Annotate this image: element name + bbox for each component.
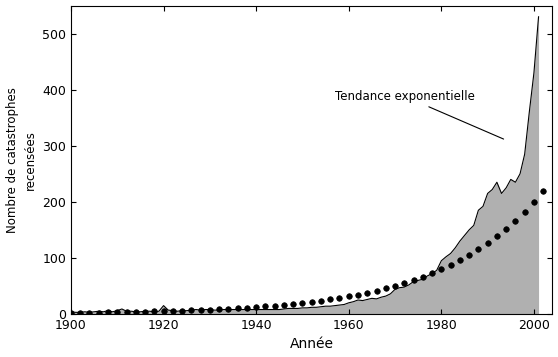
Text: Tendance exponentielle: Tendance exponentielle (335, 90, 504, 139)
Y-axis label: Nombre de catastrophes
recensées: Nombre de catastrophes recensées (6, 87, 37, 233)
X-axis label: Année: Année (290, 337, 334, 351)
